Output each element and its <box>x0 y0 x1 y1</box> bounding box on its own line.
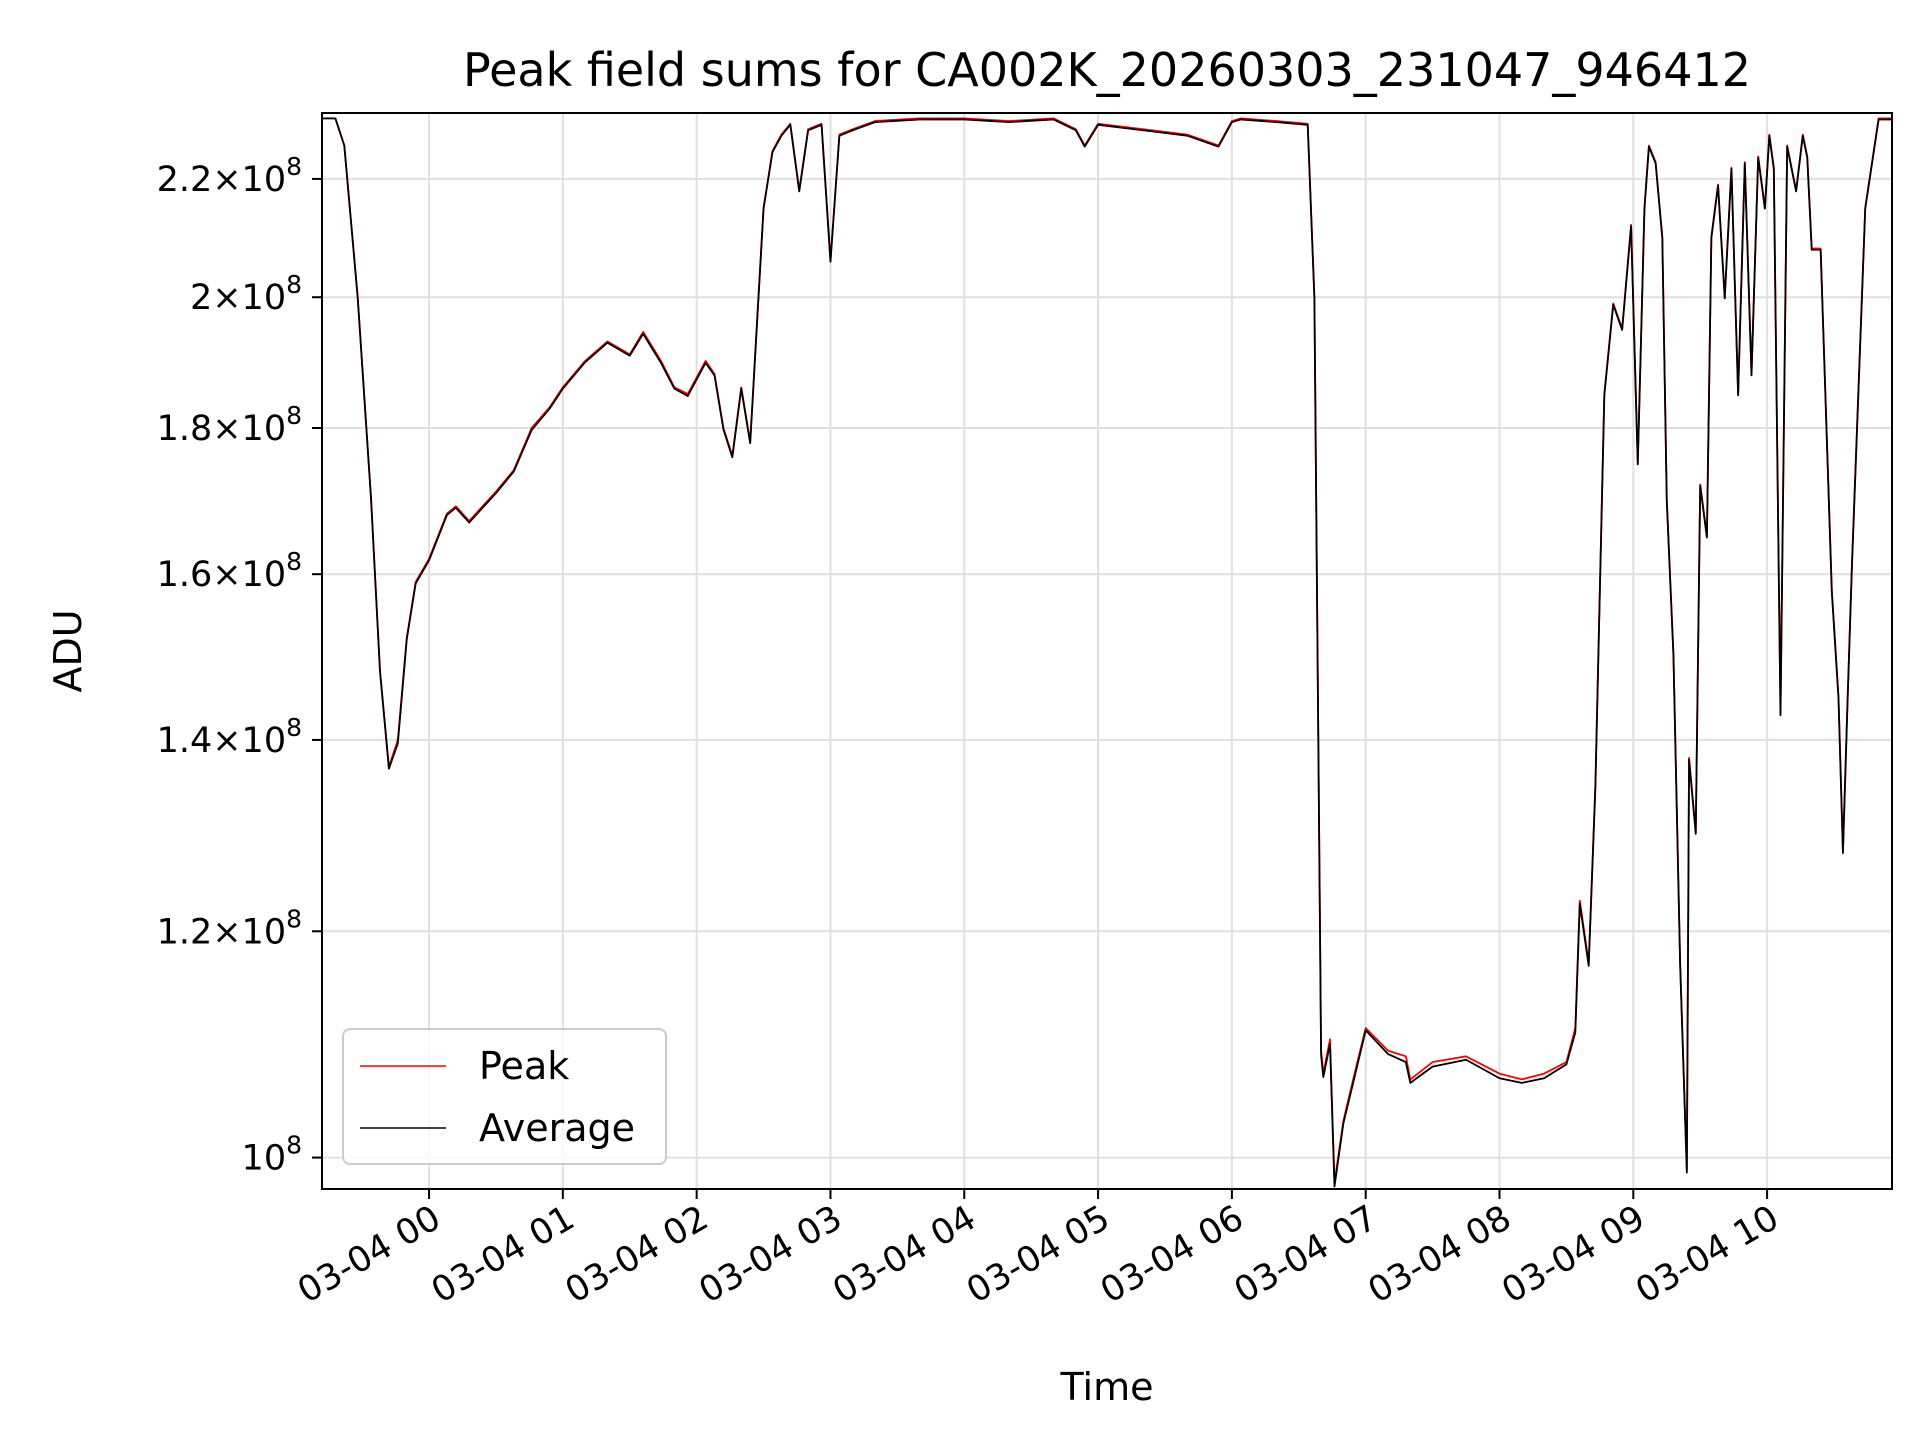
y-tick-label: 1.4×108 <box>157 713 302 761</box>
legend: Peak Average <box>342 1028 667 1165</box>
chart-title: Peak field sums for CA002K_20260303_2310… <box>463 43 1751 97</box>
y-tick-label: 2×108 <box>190 270 302 318</box>
x-axis-label: Time <box>1060 1365 1154 1409</box>
y-tick-label: 108 <box>242 1131 302 1179</box>
y-tick-label: 1.2×108 <box>157 904 302 952</box>
y-tick-label: 2.2×108 <box>157 152 302 200</box>
plot-background <box>322 113 1892 1189</box>
legend-label-peak: Peak <box>479 1044 569 1088</box>
series-line-average <box>322 117 1892 1188</box>
grid <box>322 113 1892 1189</box>
y-tick-label: 1.8×108 <box>157 401 302 449</box>
legend-box <box>342 1028 667 1165</box>
series-layer <box>322 117 1892 1188</box>
y-axis-label: ADU <box>46 609 90 692</box>
y-axis: 108 1.2×108 1.4×108 1.6×108 1.8×108 2×108 2.2×… <box>157 152 322 1179</box>
legend-label-average: Average <box>479 1106 635 1150</box>
plot-frame <box>321 112 1893 1190</box>
y-tick-label: 1.6×108 <box>157 547 302 595</box>
